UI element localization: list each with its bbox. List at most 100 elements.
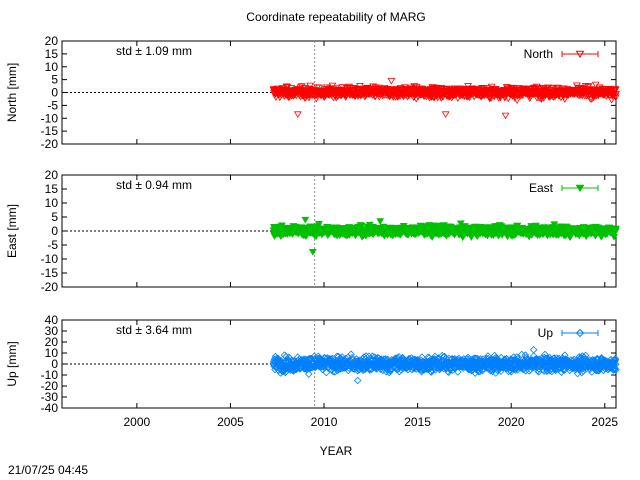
data-point — [331, 368, 339, 376]
data-point — [557, 368, 566, 377]
data-point — [504, 95, 513, 103]
chart-title: Coordinate repeatability of MARG — [246, 10, 425, 24]
data-point — [612, 91, 620, 98]
data-point — [353, 376, 362, 385]
y-tick-label: 10 — [45, 346, 59, 360]
std-annotation: std ± 1.09 mm — [116, 44, 192, 58]
y-tick-label: 20 — [45, 34, 59, 48]
data-point — [293, 111, 302, 119]
y-tick-label: -5 — [47, 238, 58, 252]
data-point — [312, 95, 321, 103]
y-tick-label: -15 — [41, 266, 59, 280]
data-point — [560, 96, 569, 103]
data-point — [368, 352, 377, 360]
data-point — [454, 368, 462, 376]
data-point — [612, 225, 620, 233]
legend-marker — [575, 184, 585, 193]
data-point — [577, 368, 586, 377]
data-point — [314, 220, 323, 228]
y-tick-label: 15 — [45, 47, 59, 61]
y-tick-label: -10 — [41, 368, 59, 382]
data-point — [376, 218, 385, 225]
data-point — [577, 364, 586, 373]
data-point — [611, 355, 620, 364]
data-point — [532, 85, 540, 93]
y-tick-label: 0 — [51, 224, 58, 238]
data-point — [308, 249, 317, 256]
data-point — [435, 363, 444, 372]
y-tick-label: -15 — [41, 124, 59, 138]
data-point — [289, 367, 298, 375]
x-tick-label: 2020 — [498, 415, 525, 429]
y-tick-label: 10 — [45, 196, 59, 210]
y-tick-label: 40 — [45, 313, 59, 327]
data-point — [474, 367, 483, 376]
x-tick-label: 2010 — [311, 415, 338, 429]
y-tick-label: -10 — [41, 252, 59, 266]
data-point — [282, 83, 291, 91]
y-tick-label: 10 — [45, 60, 59, 74]
data-point — [301, 216, 310, 224]
y-tick-label: -40 — [41, 401, 59, 415]
data-point — [306, 82, 315, 90]
data-point — [279, 85, 288, 92]
x-tick-label: 2015 — [404, 415, 431, 429]
y-tick-label: -20 — [41, 280, 59, 294]
data-point — [501, 112, 510, 120]
y-tick-label: 20 — [45, 335, 59, 349]
y-tick-label: 5 — [51, 73, 58, 87]
data-point — [395, 367, 404, 376]
data-point — [492, 369, 500, 377]
y-tick-label: 0 — [51, 86, 58, 100]
data-point — [348, 354, 356, 362]
y-tick-label: 20 — [45, 168, 59, 182]
y-tick-label: -20 — [41, 137, 59, 151]
legend-label: North — [524, 47, 553, 61]
data-point — [423, 365, 431, 373]
data-point — [611, 360, 620, 369]
legend-label: Up — [538, 326, 554, 340]
x-axis-label: YEAR — [320, 444, 353, 458]
legend-marker — [575, 50, 585, 59]
y-tick-label: -20 — [41, 379, 59, 393]
data-point — [325, 354, 333, 363]
y-tick-label: 15 — [45, 182, 59, 196]
data-point — [357, 222, 366, 230]
data-point — [442, 354, 450, 363]
data-point — [511, 366, 520, 374]
y-tick-label: -5 — [47, 98, 58, 112]
timestamp: 21/07/25 04:45 — [8, 463, 88, 477]
data-point — [318, 362, 326, 371]
series-north — [269, 77, 620, 120]
data-point — [375, 93, 384, 101]
std-annotation: std ± 0.94 mm — [116, 178, 192, 192]
data-point — [297, 83, 306, 90]
legend-label: East — [529, 181, 554, 195]
x-tick-label: 2005 — [217, 415, 244, 429]
data-point — [573, 369, 582, 378]
data-point — [612, 365, 620, 374]
series-east — [269, 216, 620, 256]
data-point — [529, 345, 538, 354]
data-point — [548, 367, 556, 376]
data-point — [387, 77, 396, 85]
data-point — [322, 368, 331, 377]
y-axis-label: East [mm] — [5, 204, 19, 258]
y-tick-label: -30 — [41, 390, 59, 404]
data-point — [609, 366, 618, 374]
data-point — [549, 354, 558, 363]
data-point — [304, 370, 313, 378]
series-up — [269, 345, 620, 385]
legend-marker — [575, 328, 585, 338]
y-axis-label: Up [mm] — [5, 341, 19, 386]
x-tick-label: 2000 — [124, 415, 151, 429]
data-point — [441, 111, 450, 119]
y-tick-label: -10 — [41, 111, 59, 125]
data-point — [387, 366, 395, 375]
x-tick-label: 2025 — [591, 415, 618, 429]
